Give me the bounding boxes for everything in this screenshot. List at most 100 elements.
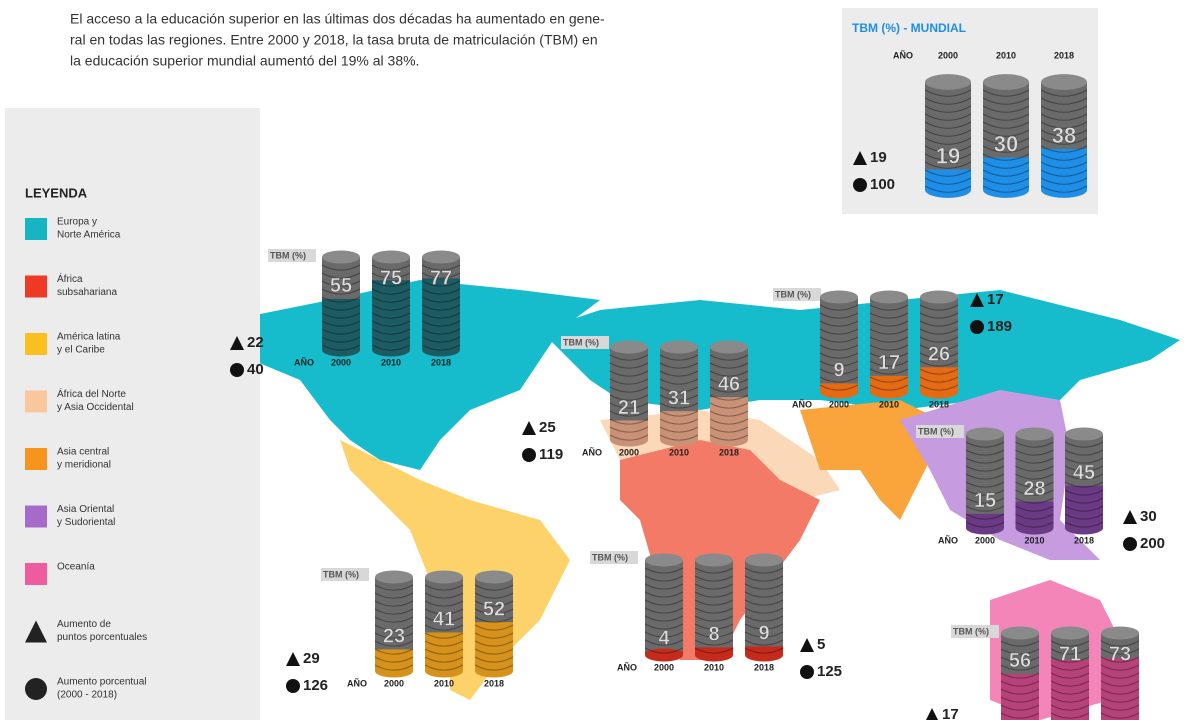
stack-top (1101, 626, 1139, 640)
stack-stripe (965, 497, 1005, 504)
stack-stripe (744, 599, 784, 606)
year: 2010 (996, 50, 1016, 60)
stack-stripe (924, 185, 972, 193)
stack-value (983, 157, 1029, 190)
stack-stripe (374, 592, 414, 599)
map-eurasia (540, 290, 1180, 410)
stack-stripe (659, 426, 699, 433)
stack-stripe (644, 607, 684, 614)
stack-stripe (1040, 169, 1088, 177)
year: 2000 (975, 535, 995, 545)
stack-stripe (374, 608, 414, 615)
stack-label: 21 (618, 397, 640, 419)
stack-value (475, 622, 513, 671)
stack-stripe (421, 320, 461, 327)
stack-value (820, 383, 858, 392)
stack-value (372, 280, 410, 350)
stack-stripe (965, 513, 1005, 520)
tbm-label: TBM (%) (323, 569, 359, 579)
stack-stripe (1015, 481, 1054, 488)
stack-stripe (609, 402, 649, 409)
stack-stripe (374, 600, 414, 607)
stack-stripe (421, 288, 461, 295)
stack-stripe (694, 599, 734, 606)
tbm-label: TBM (%) (592, 552, 628, 562)
legend-label: subsahariana (57, 287, 117, 298)
stack-stripe (869, 376, 909, 383)
legend-swatch (25, 448, 47, 470)
legend-label: y meridional (57, 460, 111, 471)
stack-stripe (1064, 505, 1104, 512)
stack-stripe (1015, 521, 1054, 528)
stack-value (1001, 673, 1039, 720)
stack-stripe (709, 410, 749, 417)
stack-stripe (1000, 648, 1040, 655)
stack-stripe (919, 360, 959, 367)
stack-stripe (421, 296, 461, 303)
stack-stripe (371, 272, 411, 279)
stack-stripe (965, 521, 1005, 528)
stack-body (645, 560, 683, 655)
stack-stripe (819, 384, 859, 391)
stack-stripe (1100, 672, 1140, 679)
stack-stripe (374, 616, 414, 623)
stack-value (925, 169, 971, 190)
stack-stripe (869, 384, 909, 391)
stack-stripe (321, 320, 361, 327)
year: 2010 (669, 447, 689, 457)
stack-stripe (374, 640, 414, 647)
stack-stripe (609, 378, 649, 385)
tbm-tag (773, 288, 821, 301)
stack-stripe (919, 368, 959, 375)
stack-top (1015, 427, 1054, 441)
stack-stripe (1064, 441, 1104, 448)
stack-top (925, 74, 971, 90)
intro-text: El acceso a la educación superior en las… (70, 11, 605, 27)
stack-stripe (819, 376, 859, 383)
stack-label: 71 (1059, 643, 1081, 665)
stack-stripe (659, 362, 699, 369)
stack-value (870, 375, 908, 392)
stack-stripe (424, 584, 464, 591)
stack-body (966, 434, 1004, 528)
legend-swatch (25, 333, 47, 355)
stack-label: 15 (974, 490, 996, 512)
stack-stripe (424, 624, 464, 631)
circle-icon (522, 448, 536, 462)
tbm-label: TBM (%) (563, 337, 599, 347)
stack-stripe (474, 624, 514, 631)
increase-percent: 126 (303, 677, 328, 694)
stack-top (1051, 626, 1089, 640)
stack-stripe (659, 386, 699, 393)
stack-label: 56 (1009, 650, 1031, 672)
stack-stripe (694, 567, 734, 574)
increase-percent: 100 (870, 176, 895, 193)
stack-stripe (374, 656, 414, 663)
stack-stripe (659, 410, 699, 417)
stack-stripe (694, 615, 734, 622)
stack-stripe (609, 370, 649, 377)
stack-stripe (644, 623, 684, 630)
stack-stripe (1000, 672, 1040, 679)
stack-stripe (1015, 457, 1054, 464)
stack-value (610, 420, 648, 440)
stack-value (695, 647, 733, 655)
stack-stripe (744, 639, 784, 646)
stack-stripe (474, 584, 514, 591)
stack-stripe (474, 632, 514, 639)
stack-top (983, 74, 1029, 90)
stack-stripe (744, 591, 784, 598)
stack-stripe (744, 631, 784, 638)
stack-stripe (982, 129, 1030, 137)
stack-stripe (709, 370, 749, 377)
stack-stripe (819, 312, 859, 319)
stack-stripe (919, 376, 959, 383)
stack-stripe (709, 426, 749, 433)
stack-stripe (709, 418, 749, 425)
stack-stripe (644, 647, 684, 654)
stack-label: 73 (1109, 643, 1131, 665)
stack-top (422, 250, 460, 264)
stack-stripe (819, 344, 859, 351)
stack-label: 41 (433, 609, 455, 631)
stack-stripe (1064, 489, 1104, 496)
